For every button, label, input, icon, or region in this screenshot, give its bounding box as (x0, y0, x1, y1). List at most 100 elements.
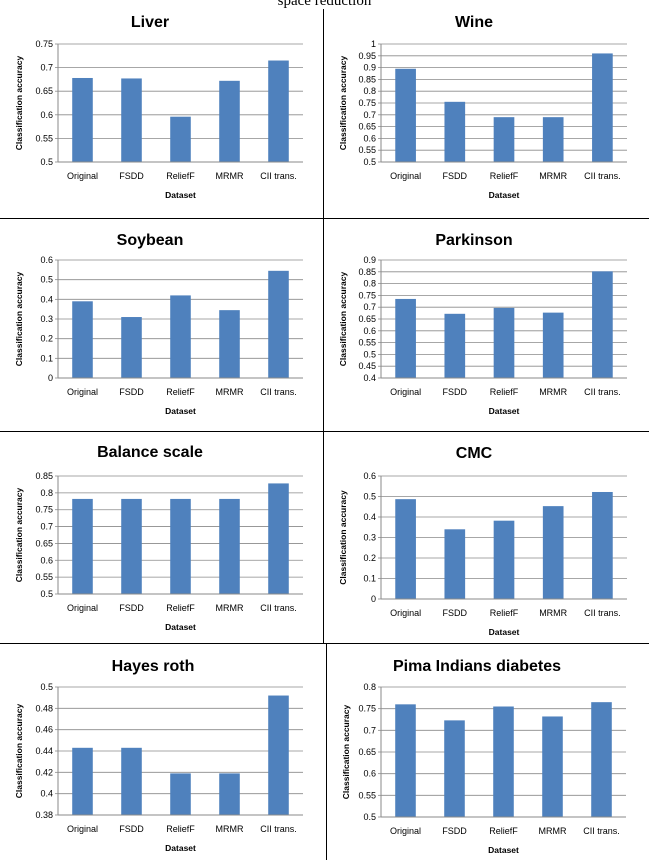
y-tick-label: 0.9 (363, 255, 376, 265)
y-tick-label: 0.85 (35, 471, 53, 481)
bar-relieff (493, 117, 515, 162)
y-tick-label: 0.6 (40, 555, 53, 565)
y-tick-label: 0.42 (35, 767, 53, 777)
y-tick-label: 0.5 (363, 157, 376, 167)
y-tick-label: 0.8 (40, 488, 53, 498)
x-tick-label: MRMR (216, 387, 244, 397)
bar-original (395, 298, 416, 378)
bar-relieff (170, 295, 191, 378)
y-tick-label: 0.7 (40, 522, 53, 532)
chart-title: Pima Indians diabetes (393, 658, 561, 675)
chart-soybean: Soybean 0 0.1 0.2 0.3 0.4 0.5 0.6 Original FSDD Re… (14, 232, 303, 416)
chart-cmc: CMC 0 0.1 0.2 0.3 0.4 0.5 0.6 Original FSDD Relief… (338, 445, 627, 637)
y-tick-label: 0.46 (35, 725, 53, 735)
x-tick-label: ReliefF (490, 608, 519, 618)
bar-mrmr (219, 498, 240, 594)
x-tick-label: Original (67, 387, 98, 397)
vertical-divider-top (323, 9, 324, 643)
y-tick-label: 0.6 (363, 471, 376, 481)
bar-fsdd (121, 747, 142, 815)
x-tick-label: Original (390, 387, 421, 397)
y-axis-label: Classification accuracy (14, 703, 24, 798)
y-tick-label: 0.65 (358, 747, 376, 757)
x-tick-label: Original (67, 824, 98, 834)
bar-fsdd (444, 720, 465, 817)
bar-cii-trans (268, 695, 289, 815)
bar-mrmr (219, 773, 240, 815)
x-axis-label: Dataset (489, 190, 520, 200)
chart-wine: Wine 0.5 0.55 0.60.65 0.7 0.75 0.8 0.850.9 0.95 1… (338, 14, 627, 200)
bar-relieff (170, 498, 191, 594)
y-tick-label: 0.5 (363, 812, 376, 822)
y-axis-label: Classification accuracy (14, 55, 24, 150)
x-axis-label: Dataset (489, 627, 520, 637)
x-tick-label: Original (390, 171, 421, 181)
y-tick-label: 0.48 (35, 703, 53, 713)
y-tick-label: 0 (371, 594, 376, 604)
x-tick-label: FSDD (442, 826, 467, 836)
x-tick-label: ReliefF (166, 824, 195, 834)
y-tick-label: 0.2 (40, 334, 53, 344)
bar-original (72, 301, 93, 378)
bar-original (395, 68, 416, 162)
x-tick-label: FSDD (443, 608, 468, 618)
y-tick-label: 0.7 (363, 725, 376, 735)
y-tick-label: 0.7 (40, 63, 53, 73)
bar-cii-trans (592, 491, 613, 599)
x-tick-label: MRMR (216, 171, 244, 181)
x-tick-label: Original (67, 171, 98, 181)
bar-fsdd (444, 313, 466, 378)
y-tick-label: 0.3 (40, 314, 53, 324)
x-tick-label: FSDD (119, 171, 144, 181)
bar-mrmr (542, 716, 563, 817)
figure-caption-fragment: space reduction (277, 0, 372, 9)
bar-relieff (170, 773, 191, 815)
chart-balance-scale: Balance scale 0.5 0.55 0.6 0.65 0.7 0.75 0.8 0.8… (14, 444, 303, 632)
bar-relieff (493, 520, 515, 599)
y-tick-label: 0.5 (40, 157, 53, 167)
chart-panel-balance-scale: Balance scale 0.5 0.55 0.6 0.65 0.7 0.75 0.8 0.8… (0, 432, 323, 643)
y-axis-label: Classification accuracy (338, 490, 348, 585)
x-axis-label: Dataset (165, 190, 196, 200)
y-tick-label: 0.9 (363, 63, 376, 73)
y-tick-label: 0.4 (363, 373, 376, 383)
bar-mrmr (542, 506, 564, 599)
x-tick-label: FSDD (443, 387, 468, 397)
chart-panel-cmc: CMC 0 0.1 0.2 0.3 0.4 0.5 0.6 Original FSDD Relief… (324, 432, 649, 643)
chart-title: Balance scale (97, 444, 203, 461)
chart-panel-hayes-roth: Hayes roth 0.38 0.4 0.42 0.44 0.46 0.48 0.5 Orig… (0, 644, 326, 860)
chart-title: Liver (131, 14, 169, 31)
bar-fsdd (121, 498, 142, 594)
bar-cii-trans (268, 483, 289, 594)
y-tick-label: 0.2 (363, 553, 376, 563)
bar-mrmr (219, 80, 240, 162)
chart-pima: Pima Indians diabetes 0.5 0.55 0.6 0.65 0.7 0.… (341, 658, 626, 855)
x-tick-label: FSDD (119, 603, 144, 613)
chart-title: Hayes roth (112, 658, 195, 675)
chart-panel-wine: Wine 0.5 0.55 0.6 0.65 0.7 0.75 0.8 0.85 0.9 0.95 1… (324, 0, 649, 218)
x-tick-label: MRMR (216, 603, 244, 613)
y-axis-label: Classification accuracy (14, 487, 24, 582)
y-tick-label: 0.5 (40, 589, 53, 599)
y-tick-label: 0.1 (363, 574, 376, 584)
bar-mrmr (542, 312, 564, 378)
y-tick-label: 0.55 (35, 572, 53, 582)
x-tick-label: ReliefF (490, 171, 519, 181)
x-tick-label: MRMR (539, 826, 567, 836)
horizontal-divider-3 (0, 643, 649, 644)
y-tick-label: 0.55 (358, 790, 376, 800)
bar-cii-trans (591, 702, 612, 817)
y-tick-label: 0.55 (358, 145, 376, 155)
y-tick-label: 0.8 (363, 682, 376, 692)
x-tick-label: FSDD (119, 824, 144, 834)
x-tick-label: FSDD (443, 171, 468, 181)
x-tick-label: FSDD (119, 387, 144, 397)
y-tick-label: 0.65 (35, 538, 53, 548)
bar-relieff (170, 116, 191, 162)
bar-fsdd (444, 529, 466, 599)
y-tick-label: 0.8 (363, 279, 376, 289)
bar-original (72, 498, 93, 594)
y-tick-label: 0.75 (358, 704, 376, 714)
y-tick-label: 0.75 (35, 505, 53, 515)
chart-panel-liver: Liver 0.5 0.55 0.6 0.65 0.7 0.75 Original FSDD Re… (0, 0, 323, 218)
